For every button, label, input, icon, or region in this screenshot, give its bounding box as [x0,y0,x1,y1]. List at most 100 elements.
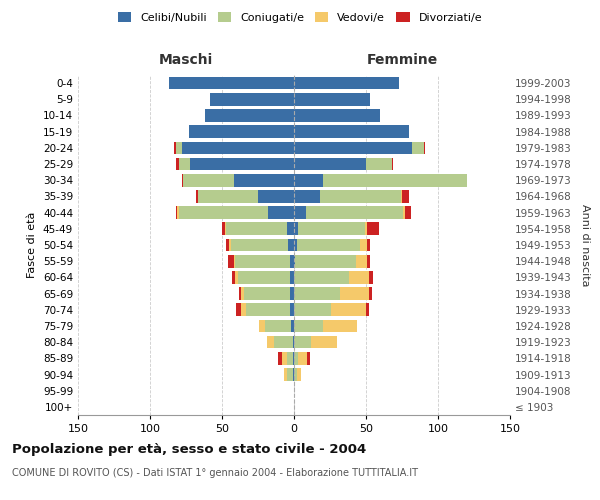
Bar [294,77,399,90]
Bar [294,222,298,235]
Bar [259,320,265,332]
Bar [294,126,409,138]
Bar [307,352,310,364]
Bar [288,238,294,252]
Bar [274,336,293,348]
Bar [412,142,424,154]
Bar [291,320,294,332]
Bar [392,158,394,170]
Legend: Celibi/Nubili, Coniugati/e, Vedovi/e, Divorziati/e: Celibi/Nubili, Coniugati/e, Vedovi/e, Di… [113,8,487,28]
Bar [293,336,294,348]
Bar [239,288,241,300]
Bar [294,109,380,122]
Bar [294,142,412,154]
Bar [241,304,247,316]
Bar [175,142,176,154]
Bar [366,304,369,316]
Bar [176,206,178,219]
Bar [211,93,294,106]
Bar [230,238,288,252]
Bar [233,255,235,268]
Bar [196,190,197,202]
Bar [369,271,373,283]
Bar [294,174,323,186]
Text: Femmine: Femmine [367,52,437,66]
Bar [294,288,340,300]
Bar [294,158,366,170]
Bar [235,271,238,283]
Bar [241,288,244,300]
Bar [293,352,294,364]
Bar [297,238,360,252]
Bar [367,222,379,235]
Bar [365,222,367,235]
Bar [284,368,287,381]
Bar [366,158,392,170]
Bar [340,288,369,300]
Bar [228,255,233,268]
Bar [293,368,294,381]
Bar [278,352,283,364]
Bar [331,304,366,316]
Bar [294,255,295,268]
Bar [232,271,235,283]
Bar [401,190,402,202]
Bar [205,109,294,122]
Bar [320,190,401,202]
Bar [360,238,367,252]
Y-axis label: Anni di nascita: Anni di nascita [580,204,590,286]
Bar [176,158,179,170]
Bar [294,238,297,252]
Bar [189,126,294,138]
Bar [222,222,225,235]
Bar [298,352,307,364]
Bar [236,304,241,316]
Bar [294,206,305,219]
Bar [179,206,268,219]
Bar [349,271,369,283]
Bar [233,174,294,186]
Bar [405,206,410,219]
Bar [268,206,294,219]
Bar [290,271,294,283]
Bar [244,288,290,300]
Bar [238,271,290,283]
Bar [311,336,337,348]
Bar [190,158,294,170]
Bar [323,320,358,332]
Bar [294,336,311,348]
Bar [169,77,294,90]
Bar [247,304,290,316]
Bar [287,368,293,381]
Bar [367,255,370,268]
Bar [367,238,370,252]
Bar [226,238,229,252]
Bar [290,255,294,268]
Text: COMUNE DI ROVITO (CS) - Dati ISTAT 1° gennaio 2004 - Elaborazione TUTTITALIA.IT: COMUNE DI ROVITO (CS) - Dati ISTAT 1° ge… [12,468,418,477]
Bar [235,255,290,268]
Bar [294,368,297,381]
Bar [226,222,287,235]
Bar [356,255,367,268]
Bar [295,255,356,268]
Bar [298,222,365,235]
Bar [258,190,294,202]
Bar [197,190,258,202]
Bar [424,142,425,154]
Bar [179,158,190,170]
Bar [294,190,320,202]
Bar [402,190,409,202]
Bar [229,238,230,252]
Bar [294,93,370,106]
Text: Maschi: Maschi [159,52,213,66]
Bar [290,288,294,300]
Bar [294,320,323,332]
Bar [297,368,301,381]
Bar [283,352,287,364]
Bar [178,206,179,219]
Bar [183,174,233,186]
Bar [266,336,274,348]
Bar [287,222,294,235]
Bar [182,174,183,186]
Bar [287,352,293,364]
